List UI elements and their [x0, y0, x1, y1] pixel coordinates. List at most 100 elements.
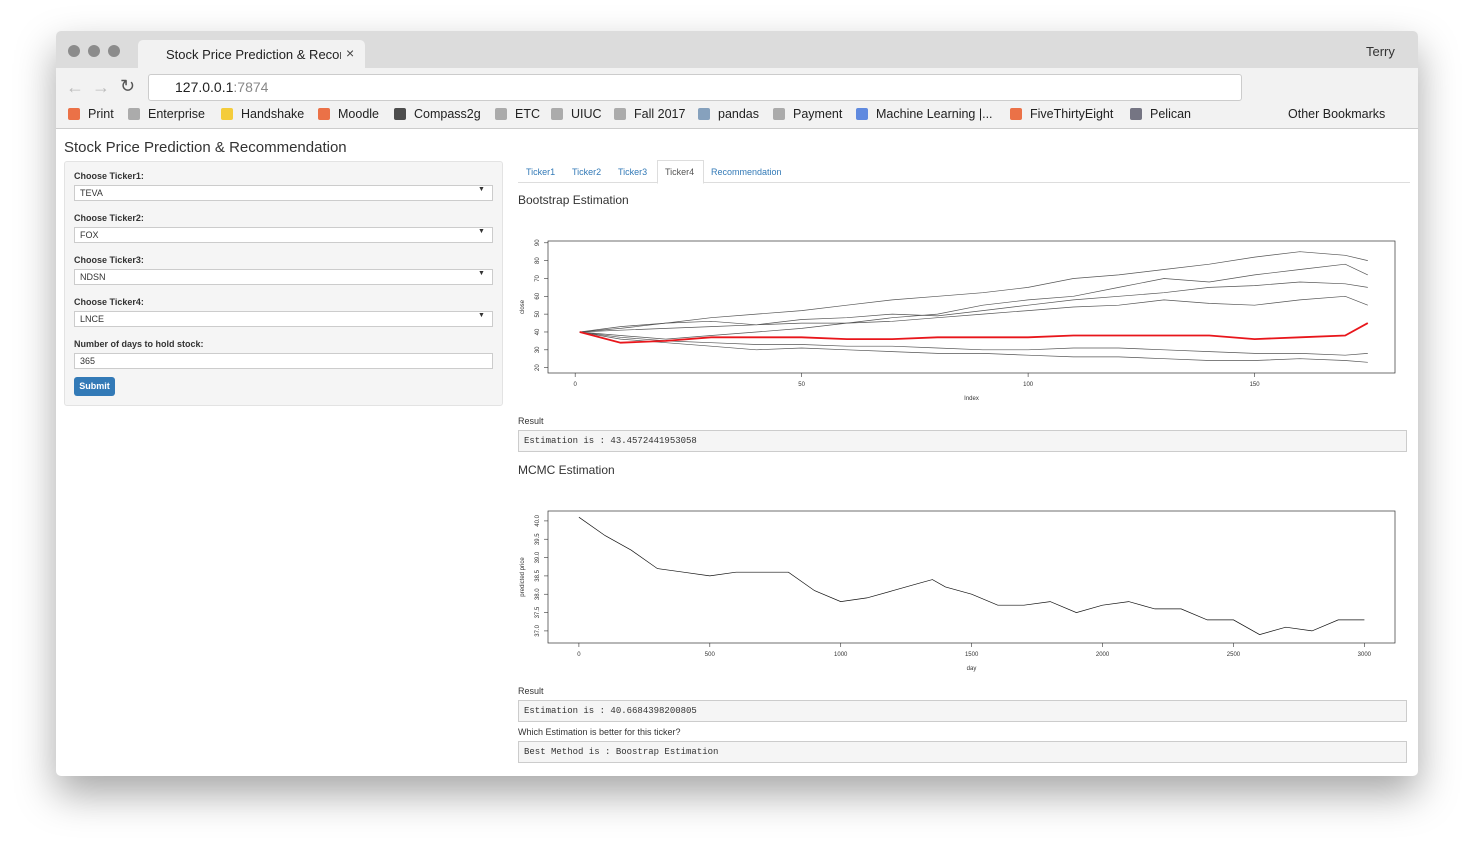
tab[interactable]: Ticker1 [526, 167, 556, 177]
result-box: Estimation is : 43.4572441953058 [518, 430, 1407, 452]
input-label: Number of days to hold stock: [74, 339, 204, 349]
input-label: Choose Ticker1: [74, 171, 144, 181]
bookmark-icon [773, 108, 785, 120]
tab-title: Stock Price Prediction & Recor [166, 47, 341, 62]
y-tick-label: 40.0 [535, 514, 541, 526]
best-label: Which Estimation is better for this tick… [518, 727, 681, 737]
y-tick-label: 90 [535, 239, 541, 246]
bookmark[interactable]: pandas [718, 107, 760, 121]
y-tick-label: 70 [535, 274, 541, 281]
bookmark-icon [1010, 108, 1022, 120]
forward-button[interactable]: → [92, 77, 110, 97]
select-arrow: ▼ [478, 312, 485, 319]
x-tick-label: 100 [1023, 382, 1034, 388]
series-line [579, 263, 1368, 340]
series-line [579, 331, 1368, 356]
select[interactable]: FOX [74, 227, 493, 243]
zoom-button[interactable] [108, 45, 120, 57]
bookmark[interactable]: Compass2g [414, 107, 481, 121]
back-button[interactable]: ← [66, 77, 84, 97]
bookmark[interactable]: Print [88, 107, 114, 121]
input-label: Choose Ticker4: [74, 297, 144, 307]
x-tick-label: 3000 [1358, 652, 1372, 658]
bookmark[interactable]: Payment [793, 107, 843, 121]
y-axis-label: predicted price [520, 557, 526, 597]
input-label: Choose Ticker3: [74, 255, 144, 265]
tab[interactable]: Ticker3 [618, 167, 648, 177]
x-tick-label: 500 [705, 652, 716, 658]
bookmark[interactable]: Moodle [338, 107, 379, 121]
section-heading: MCMC Estimation [518, 463, 615, 477]
bookmark[interactable]: Fall 2017 [634, 107, 686, 121]
x-axis-label: day [967, 666, 977, 672]
select[interactable]: LNCE [74, 311, 493, 327]
input-label: Choose Ticker2: [74, 213, 144, 223]
url-host: 127.0.0.1 [175, 79, 234, 95]
best-box: Best Method is : Boostrap Estimation [518, 741, 1407, 763]
bookmark[interactable]: UIUC [571, 107, 602, 121]
y-tick-label: 37.0 [535, 624, 541, 636]
bookmark[interactable]: FiveThirtyEight [1030, 107, 1114, 121]
y-tick-label: 39.5 [535, 533, 541, 545]
result-box: Estimation is : 40.6684398200805 [518, 700, 1407, 722]
y-tick-label: 30 [535, 346, 541, 353]
x-tick-label: 150 [1250, 382, 1261, 388]
bookmark[interactable]: Handshake [241, 107, 305, 121]
address-bar[interactable] [148, 74, 1242, 101]
x-tick-label: 1500 [965, 652, 979, 658]
tab[interactable]: Recommendation [711, 167, 782, 177]
other-bookmarks[interactable]: Other Bookmarks [1288, 107, 1386, 121]
reload-button[interactable]: ↻ [120, 76, 136, 96]
series-line [579, 295, 1368, 333]
close-button[interactable] [68, 45, 80, 57]
select[interactable]: TEVA [74, 185, 493, 201]
select[interactable]: NDSN [74, 269, 493, 285]
series-line [579, 281, 1368, 333]
bookmark-icon [68, 108, 80, 120]
bookmark-icon [856, 108, 868, 120]
active-tab[interactable] [138, 40, 365, 68]
user-name: Terry [1366, 44, 1395, 59]
tab[interactable]: Ticker2 [572, 167, 602, 177]
bookmark-icon [698, 108, 710, 120]
series-line [578, 516, 1365, 635]
x-tick-label: 0 [577, 652, 581, 658]
charts: 0 50 100 150 20 30 40 50 60 70 80 90 Index close 0 500 1… [520, 239, 1396, 672]
select-arrow: ▼ [478, 270, 485, 277]
bookmark[interactable]: Enterprise [148, 107, 205, 121]
series-line [579, 322, 1369, 344]
bookmark-icon [495, 108, 507, 120]
y-tick-label: 20 [535, 364, 541, 371]
y-tick-label: 37.5 [535, 606, 541, 618]
y-tick-label: 80 [535, 257, 541, 264]
bookmark-icon [394, 108, 406, 120]
x-tick-label: 1000 [834, 652, 848, 658]
tab-close[interactable]: × [346, 45, 355, 61]
active-tab-box [657, 160, 704, 184]
url-port: :7874 [233, 79, 269, 95]
y-tick-label: 50 [535, 310, 541, 317]
select-arrow: ▼ [478, 186, 485, 193]
result-label: Result [518, 686, 544, 696]
bookmark[interactable]: Machine Learning |... [876, 107, 993, 121]
y-tick-label: 39.0 [535, 551, 541, 563]
bookmark[interactable]: Pelican [1150, 107, 1191, 121]
x-axis-label: Index [964, 396, 979, 402]
number-input[interactable]: 365 [74, 353, 493, 369]
bookmark-icon [614, 108, 626, 120]
url: 127.0.0.1:7874 [175, 79, 268, 95]
minimize-button[interactable] [88, 45, 100, 57]
series-line [579, 251, 1368, 333]
result-label: Result [518, 416, 544, 426]
tab[interactable]: Ticker4 [665, 167, 695, 177]
bookmark[interactable]: ETC [515, 107, 540, 121]
submit-button[interactable]: Submit [74, 377, 115, 396]
tab-divider [518, 182, 1410, 183]
x-tick-label: 2000 [1096, 652, 1110, 658]
y-tick-label: 60 [535, 292, 541, 299]
bookmark-icon [1130, 108, 1142, 120]
plot-frame [547, 240, 1396, 374]
y-tick-label: 40 [535, 328, 541, 335]
select-arrow: ▼ [478, 228, 485, 235]
